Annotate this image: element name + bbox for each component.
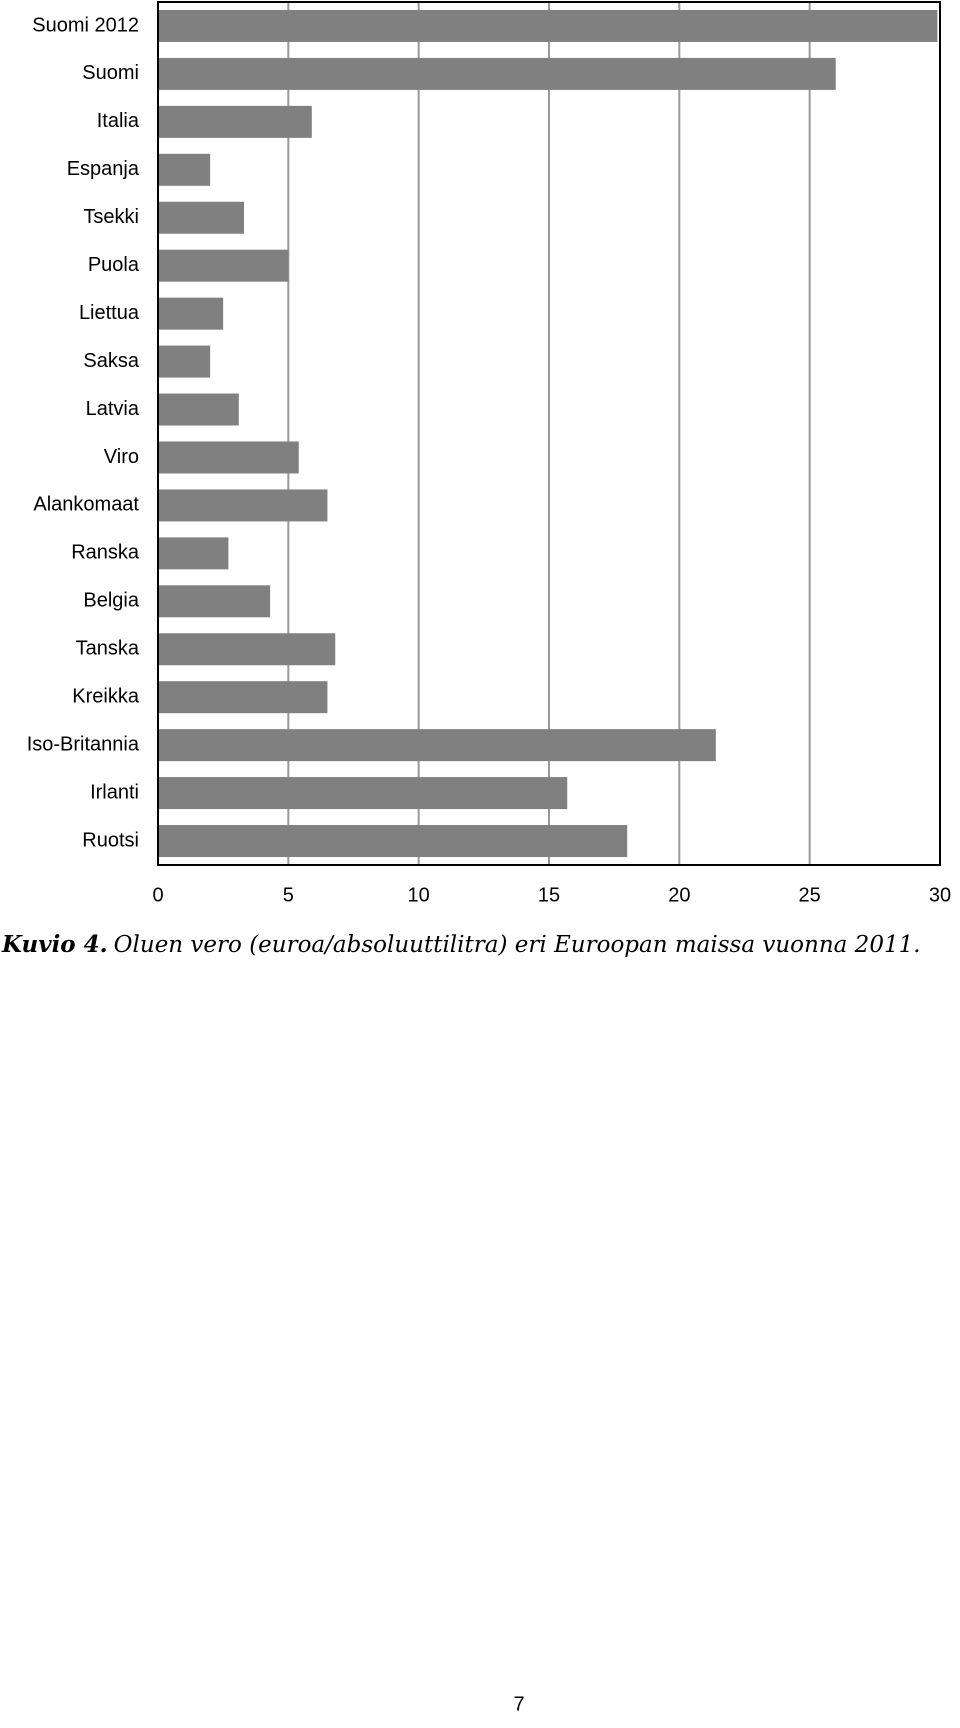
x-tick-label: 20	[668, 884, 690, 906]
caption-label: Kuvio 4.	[1, 931, 108, 958]
bar	[158, 105, 312, 138]
x-tick-label: 15	[538, 884, 560, 906]
y-tick-label: Puola	[88, 254, 140, 276]
y-tick-label: Ranska	[71, 542, 140, 564]
bar	[158, 729, 716, 762]
bar	[158, 393, 239, 426]
bar	[158, 777, 568, 810]
bar	[158, 681, 328, 714]
y-tick-label: Saksa	[83, 350, 139, 372]
bar	[158, 537, 229, 570]
y-tick-label: Suomi 2012	[32, 14, 139, 36]
y-tick-label: Belgia	[83, 590, 139, 612]
y-tick-label: Alankomaat	[33, 494, 139, 516]
page-number: 7	[513, 1693, 524, 1715]
caption-text: Oluen vero (euroa/absoluuttilitra) eri E…	[114, 932, 921, 958]
bar	[158, 825, 628, 858]
y-tick-label: Suomi	[82, 62, 139, 84]
y-tick-label: Kreikka	[72, 685, 140, 707]
x-tick-label: 30	[929, 884, 951, 906]
bar	[158, 297, 224, 330]
bar	[158, 57, 836, 90]
x-tick-label: 0	[152, 884, 163, 906]
y-tick-label: Iso-Britannia	[27, 733, 140, 755]
bar	[158, 201, 245, 234]
y-tick-label: Ruotsi	[82, 829, 139, 851]
y-tick-label: Tanska	[76, 638, 140, 660]
plot-frame	[157, 1, 941, 866]
y-tick-label: Liettua	[79, 302, 140, 324]
caption: Kuvio 4. Oluen vero (euroa/absoluuttilitr…	[1, 931, 921, 958]
x-tick-label: 10	[408, 884, 430, 906]
y-tick-label: Viro	[104, 446, 139, 468]
bar	[158, 153, 211, 186]
bar	[158, 633, 336, 666]
y-tick-label: Tsekki	[83, 206, 139, 228]
bar	[158, 249, 289, 282]
bar	[158, 345, 211, 378]
y-tick-label: Irlanti	[90, 781, 139, 803]
bar	[158, 9, 938, 42]
x-tick-label: 25	[799, 884, 821, 906]
bar	[158, 441, 299, 474]
x-tick-label: 5	[283, 884, 294, 906]
bar	[158, 489, 328, 522]
y-tick-label: Italia	[97, 110, 140, 132]
y-tick-label: Latvia	[86, 398, 140, 420]
y-tick-label: Espanja	[67, 158, 140, 180]
bar	[158, 585, 271, 618]
